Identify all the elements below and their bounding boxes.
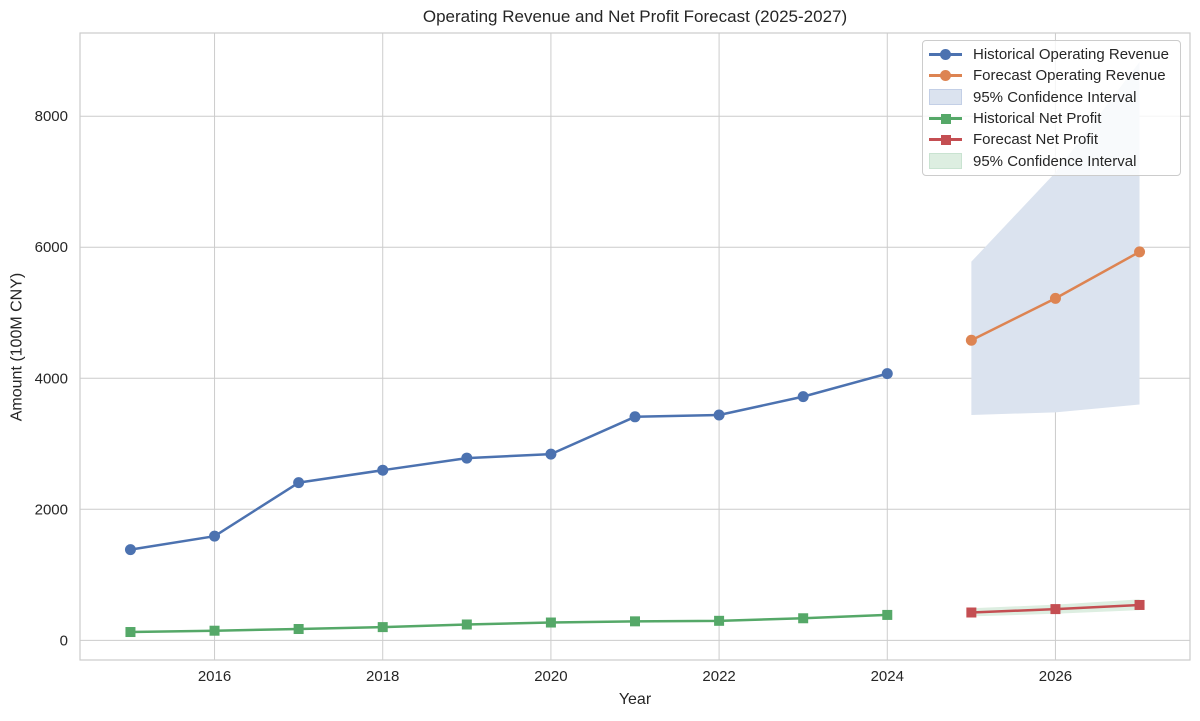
- data-point-circle: [965, 334, 977, 346]
- legend-swatch-historical-revenue: [929, 47, 962, 63]
- x-tick-label: 2018: [366, 668, 399, 685]
- legend: Historical Operating Revenue Forecast Op…: [922, 40, 1181, 176]
- data-point-square: [714, 615, 725, 626]
- legend-item-label: 95% Confidence Interval: [973, 88, 1137, 106]
- data-line: [129, 372, 889, 551]
- data-point-circle: [377, 464, 389, 476]
- legend-circle-marker: [940, 70, 951, 82]
- data-point-circle: [713, 409, 725, 421]
- x-tick-label: 2020: [534, 668, 567, 685]
- data-line: [129, 613, 889, 634]
- data-point-square: [461, 619, 472, 630]
- data-point-circle: [1049, 292, 1061, 304]
- legend-item: Historical Operating Revenue: [929, 44, 1180, 65]
- data-point-square: [1050, 604, 1061, 615]
- x-tick-label: 2026: [1039, 668, 1072, 685]
- data-point-circle: [797, 391, 809, 403]
- legend-item: Forecast Operating Revenue: [929, 65, 1180, 86]
- data-point-circle: [209, 530, 221, 542]
- data-point-circle: [293, 477, 305, 489]
- data-point-square: [209, 625, 220, 636]
- data-point-square: [545, 617, 556, 628]
- data-point-square: [377, 622, 388, 633]
- legend-item-label: Historical Operating Revenue: [973, 46, 1169, 64]
- data-point-square: [966, 607, 977, 618]
- data-point-circle: [461, 452, 473, 464]
- legend-item: Forecast Net Profit: [929, 129, 1180, 150]
- legend-item: Historical Net Profit: [929, 108, 1180, 129]
- x-tick-label: 2022: [702, 668, 735, 685]
- axes-spines: [79, 32, 1191, 661]
- y-axis-label: Amount (100M CNY): [8, 272, 26, 422]
- legend-swatch-revenue-ci: [929, 89, 962, 106]
- x-tick-label: 2024: [871, 668, 904, 685]
- y-tick-label: 4000: [35, 370, 68, 387]
- legend-item: 95% Confidence Interval: [929, 151, 1180, 172]
- data-point-square: [798, 613, 809, 624]
- legend-square-marker: [940, 113, 951, 124]
- data-point-circle: [1134, 246, 1146, 258]
- legend-circle-marker: [940, 49, 951, 61]
- y-tick-label: 2000: [35, 501, 68, 518]
- data-point-circle: [629, 411, 641, 423]
- legend-item-label: Forecast Operating Revenue: [973, 67, 1166, 85]
- data-point-square: [882, 609, 893, 620]
- data-point-circle: [545, 448, 557, 460]
- data-point-circle: [124, 544, 136, 556]
- data-point-square: [125, 627, 136, 638]
- chart-title: Operating Revenue and Net Profit Forecas…: [422, 7, 848, 26]
- data-point-square: [293, 624, 304, 635]
- y-tick-label: 0: [60, 632, 68, 649]
- y-tick-label: 8000: [35, 108, 68, 125]
- legend-item-label: Forecast Net Profit: [973, 131, 1099, 149]
- legend-swatch-profit-ci: [929, 153, 962, 170]
- legend-swatch-forecast-profit: [929, 132, 962, 148]
- legend-swatch-forecast-revenue: [929, 68, 962, 84]
- x-tick-label: 2016: [198, 668, 231, 685]
- legend-item: 95% Confidence Interval: [929, 87, 1180, 108]
- legend-square-marker: [940, 134, 951, 145]
- legend-swatch-historical-profit: [929, 111, 962, 127]
- y-tick-label: 6000: [35, 239, 68, 256]
- legend-item-label: 95% Confidence Interval: [973, 152, 1137, 170]
- data-point-circle: [881, 368, 893, 380]
- data-point-square: [630, 616, 640, 627]
- legend-item-label: Historical Net Profit: [973, 110, 1102, 128]
- x-axis-label: Year: [618, 691, 652, 708]
- data-point-square: [1134, 599, 1145, 610]
